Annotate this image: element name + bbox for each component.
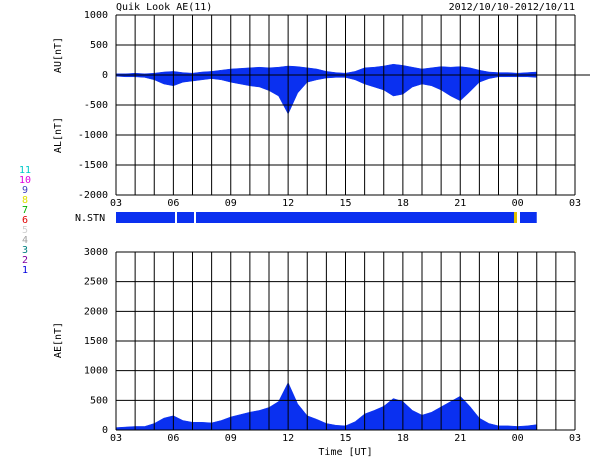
x-axis-label: Time [UT] (318, 447, 372, 458)
y-tick-label: 1500 (84, 336, 108, 347)
x-tick-label: 15 (339, 198, 351, 209)
x-tick-label: 21 (454, 433, 466, 444)
station-label: 9 (22, 185, 28, 196)
station-label: 5 (22, 225, 28, 236)
y-tick-label: 0 (102, 70, 108, 81)
y-tick-label: -1000 (78, 130, 108, 141)
x-tick-label: 15 (339, 433, 351, 444)
area (115, 381, 537, 431)
x-tick-label: 09 (225, 198, 237, 209)
y-tick-label: -2000 (78, 190, 108, 201)
station-label: 2 (22, 255, 28, 266)
x-tick-label: 03 (569, 198, 581, 209)
date-range: 2012/10/10-2012/10/11 (449, 2, 575, 13)
n-stn-label: N.STN (75, 213, 105, 224)
station-label: 3 (22, 245, 28, 256)
y-axis-label: AU[nT] (53, 37, 64, 73)
title: Quik Look AE(11) (116, 2, 212, 13)
x-tick-label: 12 (282, 433, 294, 444)
n-stn-gap (517, 212, 520, 223)
station-label: 11 (19, 165, 31, 176)
x-tick-label: 18 (397, 433, 409, 444)
x-tick-label: 09 (225, 433, 237, 444)
y-tick-label: -500 (84, 100, 108, 111)
station-label: 10 (19, 175, 31, 186)
n-stn-gap (194, 212, 196, 223)
station-label: 4 (22, 235, 28, 246)
area (115, 74, 537, 115)
area (115, 63, 537, 76)
x-tick-label: 03 (569, 433, 581, 444)
y-tick-label: 500 (90, 40, 108, 51)
y-tick-label: 2000 (84, 306, 108, 317)
y-tick-label: 2500 (84, 277, 108, 288)
y-tick-label: -1500 (78, 160, 108, 171)
station-label: 6 (22, 215, 28, 226)
x-tick-label: 18 (397, 198, 409, 209)
x-tick-label: 00 (512, 433, 524, 444)
n-stn-bar (116, 212, 537, 223)
y-axis-label: AL[nT] (53, 117, 64, 153)
x-tick-label: 03 (110, 198, 122, 209)
y-tick-label: 0 (102, 425, 108, 436)
station-label: 7 (22, 205, 28, 216)
y-tick-label: 3000 (84, 247, 108, 258)
x-tick-label: 06 (167, 198, 179, 209)
y-tick-label: 500 (90, 395, 108, 406)
x-tick-label: 06 (167, 433, 179, 444)
x-tick-label: 12 (282, 198, 294, 209)
n-stn-gap (514, 212, 517, 223)
station-label: 8 (22, 195, 28, 206)
station-label: 1 (22, 265, 28, 276)
y-axis-label: AE[nT] (53, 322, 64, 358)
n-stn-gap (175, 212, 177, 223)
y-tick-label: 1000 (84, 10, 108, 21)
x-tick-label: 03 (110, 433, 122, 444)
x-tick-label: 00 (512, 198, 524, 209)
x-tick-label: 21 (454, 198, 466, 209)
y-tick-label: 1000 (84, 366, 108, 377)
